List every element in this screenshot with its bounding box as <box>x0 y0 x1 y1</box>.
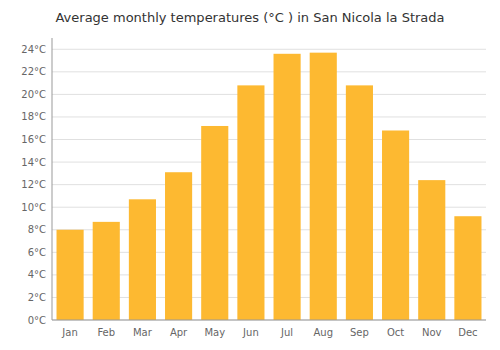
x-tick-label: Sep <box>350 327 369 338</box>
y-tick-label: 18°C <box>21 111 46 122</box>
x-axis-line <box>52 320 486 321</box>
bar <box>346 85 373 320</box>
y-tick-label: 12°C <box>21 179 46 190</box>
y-tick-label: 6°C <box>28 247 46 258</box>
chart-container: Average monthly temperatures (°C ) in Sa… <box>0 0 500 350</box>
y-tick-label: 24°C <box>21 44 46 55</box>
bar <box>237 85 264 320</box>
y-tick-label: 16°C <box>21 134 46 145</box>
bar <box>418 180 445 320</box>
x-tick-label: Oct <box>387 327 404 338</box>
x-tick-label: Apr <box>170 327 188 338</box>
grid-line <box>52 71 486 72</box>
y-axis-line <box>52 38 53 320</box>
bar <box>165 172 192 320</box>
bars <box>57 53 482 320</box>
y-tick-label: 20°C <box>21 89 46 100</box>
chart: Average monthly temperatures (°C ) in Sa… <box>0 0 500 350</box>
y-axis: 0°C 2°C 4°C 6°C 8°C 10°C 12°C 14°C 16°C 18°C 20°C 2… <box>21 44 486 326</box>
x-tick-label: Aug <box>313 327 333 338</box>
bar <box>274 54 301 320</box>
grid-line <box>52 162 486 163</box>
y-tick-label: 10°C <box>21 202 46 213</box>
bar <box>93 222 120 320</box>
x-tick-label: Dec <box>458 327 477 338</box>
grid-line <box>52 49 486 50</box>
bar <box>129 199 156 320</box>
bar <box>454 216 481 320</box>
x-tick-label: Mar <box>133 327 153 338</box>
y-tick-label: 2°C <box>28 292 46 303</box>
x-tick-label: Jan <box>61 327 77 338</box>
y-tick-label: 4°C <box>28 269 46 280</box>
bar <box>382 130 409 320</box>
grid-line <box>52 139 486 140</box>
title: Average monthly temperatures (°C ) in Sa… <box>55 10 444 25</box>
y-tick-label: 14°C <box>21 157 46 168</box>
y-tick-label: 22°C <box>21 66 46 77</box>
bar <box>201 126 228 320</box>
grid-line <box>52 116 486 117</box>
x-tick-label: Nov <box>422 327 442 338</box>
bar <box>57 230 84 320</box>
x-tick-label: Jun <box>242 327 259 338</box>
grid-line <box>52 320 486 321</box>
grid-line <box>52 94 486 95</box>
x-tick-label: Feb <box>97 327 115 338</box>
bar <box>310 53 337 320</box>
y-tick-label: 8°C <box>28 224 46 235</box>
y-tick-label: 0°C <box>28 315 46 326</box>
x-tick-label: May <box>204 327 225 338</box>
x-axis: Jan Feb Mar Apr May Jun Jul Aug Sep Oct Nov Dec <box>61 327 477 338</box>
x-tick-label: Jul <box>280 327 293 338</box>
